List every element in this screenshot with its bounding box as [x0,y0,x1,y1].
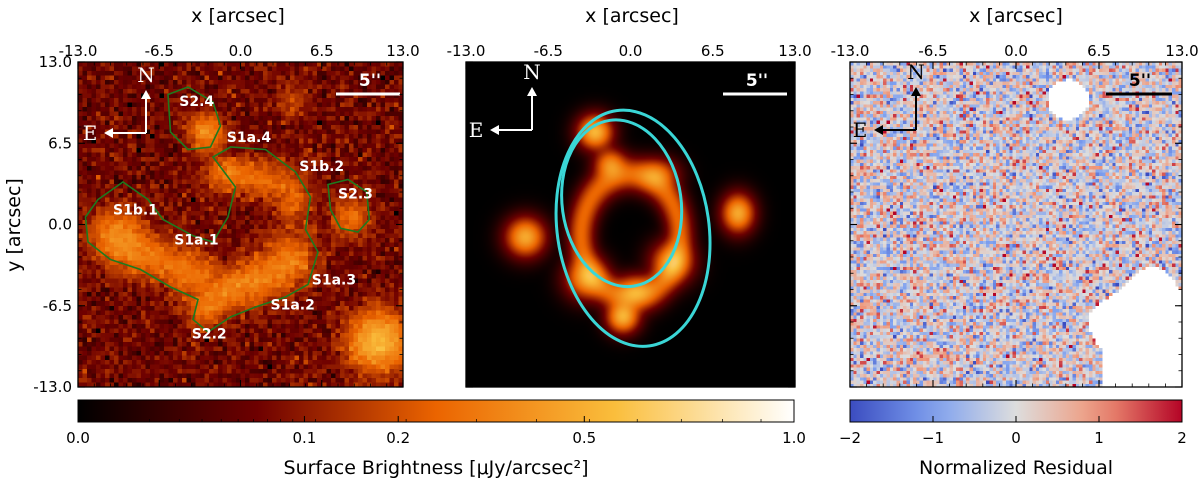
colorbar-brightness: 0.0 0.1 0.2 0.5 1.0 Surface Brightness [μJy/… [66,399,806,479]
panel1-image [78,62,403,387]
compass-north-arrowhead [141,90,151,99]
panel1-scale-label: 5'' [359,71,381,91]
x-tick-label: 13.0 [386,42,419,60]
x-tick-label: -6.5 [145,42,174,60]
colorbar-brightness-ticks: 0.0 0.1 0.2 0.5 1.0 [66,416,806,447]
panel1-compass: N E [83,63,155,145]
compass-east-label: E [83,121,98,145]
panel2-image [466,62,795,387]
panel1-xtick-labels: -13.0 -6.5 0.0 6.5 13.0 [59,42,420,60]
colorbar-tick-label: −1 [922,429,944,447]
image-label: S1a.1 [174,233,218,249]
compass-east-arrowhead [104,128,113,138]
colorbar-tick-label: 2 [1177,429,1187,447]
panel2-compass: N E [469,60,541,142]
x-tick-label: 6.5 [701,42,725,60]
x-tick-label: 13.0 [778,42,811,60]
x-tick-label: -13.0 [831,42,870,60]
colorbar-brightness-title: Surface Brightness [μJy/arcsec²] [284,457,589,479]
image-label: S2.3 [338,186,373,202]
panel3-xtick-labels: -13.0 -6.5 0.0 6.5 13.0 [831,42,1199,60]
colorbar-tick-label: 0.5 [572,429,596,447]
critical-curve [554,108,712,348]
x-tick-label: 13.0 [1165,42,1198,60]
colorbar-residual: −2 −1 0 1 2 Normalized Residual [839,399,1187,479]
x-tick-label: -13.0 [59,42,98,60]
panel3-tick-marks [849,61,1183,388]
y-tick-label: -6.5 [43,297,72,315]
colorbar-tick-label: 1 [1094,429,1104,447]
colorbar-residual-title: Normalized Residual [919,457,1113,479]
panel1-mask-outline [84,86,371,333]
compass-north-label: N [137,63,155,87]
colorbar-residual-ticks: −2 −1 0 1 2 [839,416,1187,447]
panel3-xlabel: x [arcsec] [969,5,1063,27]
mask-contour [327,178,371,233]
compass-north-label: N [523,60,541,84]
compass-east-label: E [853,118,868,142]
colorbar-brightness-bar [77,399,795,423]
colorbar-tick-label: 0.1 [292,429,316,447]
colorbar-tick-label: 0.0 [66,429,90,447]
panel3-scale-label: 5'' [1129,71,1151,91]
x-tick-label: -13.0 [447,42,486,60]
panel2-xlabel: x [arcsec] [585,5,679,27]
image-label: S1b.2 [299,159,344,175]
panel1-xlabel: x [arcsec] [191,5,285,27]
panel2-tick-marks [465,61,796,388]
panel2-scale-label: 5'' [746,71,768,91]
panel1-ytick-labels: 13.0 6.5 0.0 -6.5 -13.0 [33,53,72,396]
x-tick-label: 0.0 [1004,42,1028,60]
compass-east-arrowhead [874,125,883,135]
critical-curve [560,118,684,289]
image-label: S2.4 [179,94,214,110]
panel-residual: x [arcsec] -13.0 -6.5 0.0 6.5 13.0 N E 5'' [831,5,1199,388]
panel3-compass: N E [853,60,925,142]
colorbar-tick-label: 0 [1011,429,1021,447]
y-tick-label: 0.0 [48,216,72,234]
compass-east-arrowhead [490,125,499,135]
compass-north-arrowhead [911,87,921,96]
colorbar-tick-label: 1.0 [782,429,806,447]
compass-east-label: E [469,118,484,142]
x-tick-label: 0.0 [619,42,643,60]
image-label: S1a.2 [271,298,315,314]
image-label: S2.2 [192,326,227,342]
mask-contour [167,86,222,151]
mask-contour [84,146,319,333]
x-tick-label: 6.5 [310,42,334,60]
x-tick-label: 0.0 [229,42,253,60]
compass-north-label: N [907,60,925,84]
panel1-ylabel: y [arcsec] [3,178,25,272]
panel-model: x [arcsec] -13.0 -6.5 0.0 6.5 13.0 N E 5'' [447,5,812,388]
colorbar-tick-label: −2 [839,429,861,447]
y-tick-label: 6.5 [48,134,72,152]
x-tick-label: 6.5 [1087,42,1111,60]
y-tick-label: -13.0 [33,378,72,396]
panel1-tick-marks [77,61,404,388]
image-label: S2.1 [22,248,57,264]
colorbar-tick-label: 0.2 [386,429,410,447]
image-label: S1a.3 [312,273,356,289]
panel1-image-labels: S2.4 S1a.4 S1b.2 S2.3 S1b.1 S1a.1 S2.1 S1a.3 S1a… [22,94,373,343]
image-label: S1a.4 [227,130,272,146]
y-tick-label: 13.0 [39,53,72,71]
panel-data: x [arcsec] y [arcsec] -13.0 -6.5 0.0 6.5 13.… [3,5,420,396]
panel3-image [850,62,1182,387]
x-tick-label: -6.5 [918,42,947,60]
image-label: S1b.1 [113,203,158,219]
compass-north-arrowhead [527,87,537,96]
x-tick-label: -6.5 [534,42,563,60]
panel2-xtick-labels: -13.0 -6.5 0.0 6.5 13.0 [447,42,812,60]
panel2-critical-curves [554,108,712,348]
